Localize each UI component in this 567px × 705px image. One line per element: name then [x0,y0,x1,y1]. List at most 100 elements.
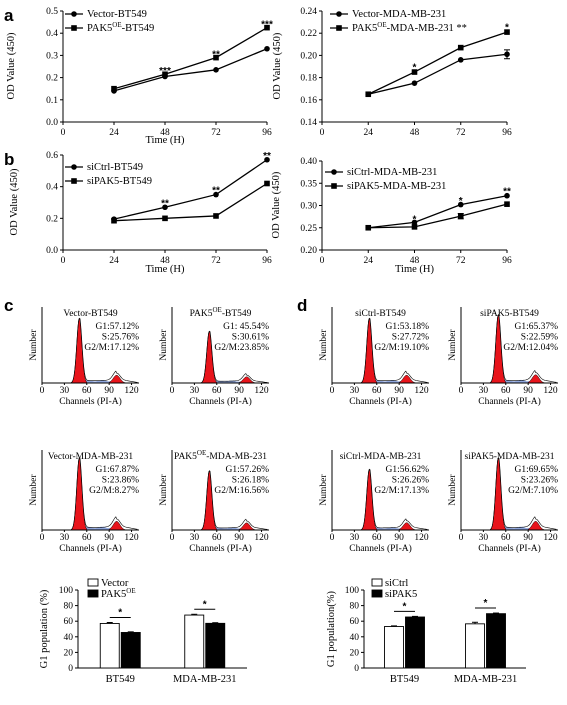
y-axis-label: OD Value (450) [271,171,282,238]
y-tick-label: 40 [350,633,360,643]
x-axis-label: Channels (PI-A) [59,543,122,554]
y-tick-label: 0.3 [46,51,58,61]
panel-label-d: d [297,296,307,315]
cell-cycle-stat: S:27.72% [392,333,429,343]
cell-cycle-stat: S:26.26% [392,476,429,486]
line-chart-b-right: 0 24 48 72 96 0.20 0.25 0.30 0.35 0.40 OD Value (4… [271,157,512,275]
legend-label: PAK5OE [101,587,136,600]
g2-peak [108,374,126,384]
x-tick-label: 120 [254,533,269,543]
cell-cycle-stat: S:22.59% [521,333,558,343]
x-tick-label: 90 [394,533,404,543]
x-tick-label: 120 [254,386,269,396]
y-tick-label: 0.40 [300,157,317,167]
data-point [457,44,464,51]
significance-marker: * [403,601,407,612]
bar [465,623,485,669]
g2-peak [527,374,545,384]
significance-marker: * [118,608,122,619]
cell-cycle-stat: S:26.18% [232,476,269,486]
cell-cycle-stat: G2/M:12.04% [503,343,558,353]
y-tick-label: 40 [64,633,74,643]
y-axis-label: Number [448,329,458,361]
legend-label: siPAK5-MDA-MB-231 [347,181,446,192]
legend-marker [331,183,337,189]
x-tick-label: 0 [459,386,464,396]
y-tick-label: 80 [64,602,74,612]
significance-marker: * [203,599,207,610]
x-tick-label: 90 [234,533,244,543]
series-line-1 [368,53,508,95]
data-point [111,217,117,224]
y-tick-label: 80 [350,602,360,612]
panel-label-c: c [4,296,13,315]
x-tick-label: 0 [330,533,335,543]
significance-marker: *** [159,66,171,77]
histogram-title: siCtrl-BT549 [355,309,406,319]
data-point [504,201,510,207]
x-tick-label: 48 [410,256,420,266]
data-point [162,204,168,211]
y-tick-label: 0 [68,664,73,674]
x-tick-label: 30 [479,386,489,396]
x-tick-label: 30 [60,533,70,543]
x-tick-label: 72 [456,128,466,138]
y-axis-label: G1 population (%) [39,589,50,668]
cell-cycle-stat: G2/M:16.56% [214,486,269,496]
x-tick-label: 120 [124,533,139,543]
x-axis-label: Time (H) [146,264,185,275]
g2-peak [238,376,256,384]
significance-marker: * [484,598,488,609]
y-axis-label: G1 population(%) [326,590,337,667]
g2-peak [398,374,416,384]
data-point [264,180,270,187]
y-axis-label: Number [319,474,329,506]
x-tick-label: 0 [170,386,175,396]
panel-label-b: b [4,150,14,169]
y-tick-label: 0 [354,664,359,674]
x-tick-label: 90 [523,533,533,543]
data-point [411,219,418,226]
data-point [264,45,270,52]
y-tick-label: 0.2 [46,214,58,224]
significance-marker: ** [212,49,220,60]
cell-cycle-stat: S:30.61% [232,333,269,343]
cell-cycle-stat: G1:57.26% [225,465,269,475]
x-tick-label: 60 [212,533,222,543]
x-axis-label: Channels (PI-A) [349,396,412,407]
legend-label: siCtrl [385,578,408,589]
legend-marker [71,164,77,170]
x-tick-label: 0 [459,533,464,543]
x-tick-label: 0 [170,533,175,543]
data-point [411,80,418,86]
legend-label: siPAK5 [385,589,417,600]
y-axis-label: Number [319,329,329,361]
x-tick-label: 90 [104,533,114,543]
y-tick-label: 0.25 [300,224,317,234]
x-tick-label: 0 [330,386,335,396]
legend-label: siPAK5-BT549 [87,176,152,187]
legend-swatch [87,578,99,587]
data-point [504,192,510,199]
y-axis-label: OD Value (450) [9,168,20,235]
category-label: MDA-MB-231 [454,674,518,685]
x-tick-label: 24 [109,256,119,266]
legend-label: siCtrl-MDA-MB-231 [347,167,437,178]
y-tick-label: 0.6 [46,151,58,161]
data-point [213,67,219,73]
series-line-1 [368,195,508,229]
significance-marker: ** [503,186,511,197]
bar [120,632,141,669]
legend-marker [336,25,342,31]
x-tick-label: 30 [60,386,70,396]
legend-label: PAK5OE-BT549 [87,21,154,34]
data-point [213,213,219,219]
x-tick-label: 0 [40,533,45,543]
legend-label: siCtrl-BT549 [87,162,143,173]
legend-label: Vector-BT549 [87,9,147,20]
data-point [504,29,510,35]
y-tick-label: 0.0 [46,118,58,128]
